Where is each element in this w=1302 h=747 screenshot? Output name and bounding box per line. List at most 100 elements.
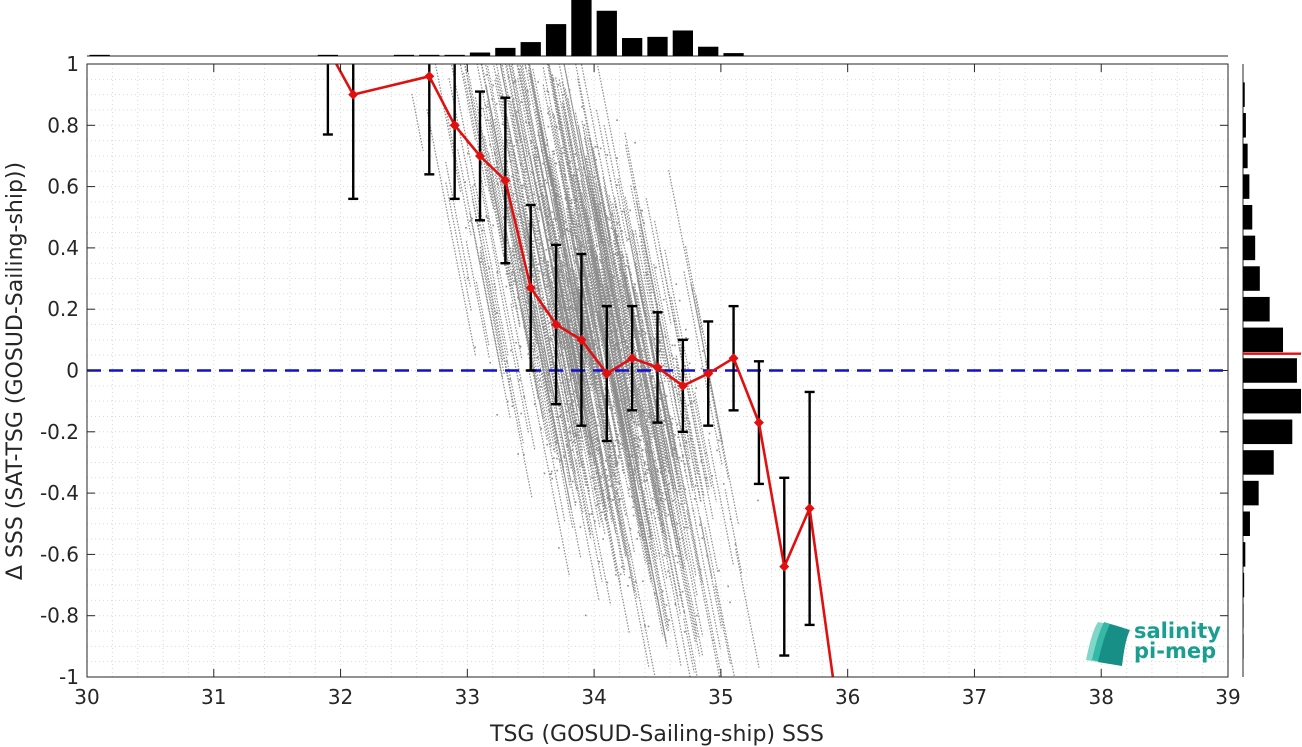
scatter-point	[698, 491, 700, 493]
scatter-point	[646, 273, 648, 275]
scatter-point	[574, 322, 576, 325]
scatter-point	[702, 350, 704, 352]
scatter-point	[559, 195, 562, 198]
scatter-point	[537, 263, 540, 265]
scatter-point	[685, 328, 687, 331]
scatter-point	[558, 227, 560, 230]
scatter-point	[549, 380, 552, 383]
scatter-point	[538, 230, 541, 232]
scatter-point	[598, 404, 600, 407]
scatter-point	[688, 422, 691, 424]
scatter-point	[655, 484, 657, 487]
scatter-point	[532, 172, 534, 174]
scatter-point	[511, 270, 514, 273]
scatter-point	[578, 384, 580, 386]
scatter-point	[583, 365, 585, 368]
scatter-point	[601, 325, 604, 327]
scatter-point	[632, 506, 634, 508]
scatter-point	[574, 420, 577, 423]
scatter-point	[505, 273, 508, 275]
scatter-point	[485, 215, 488, 218]
scatter-point	[587, 241, 589, 244]
scatter-point	[634, 380, 636, 382]
scatter-point	[609, 465, 611, 467]
scatter-point	[621, 254, 624, 257]
scatter-point	[540, 427, 542, 430]
scatter-point	[599, 202, 602, 204]
scatter-point	[628, 332, 631, 334]
scatter-point	[525, 66, 527, 69]
scatter-point	[577, 309, 579, 311]
scatter-point	[591, 342, 594, 345]
scatter-point	[649, 458, 652, 461]
scatter-point	[590, 346, 592, 349]
scatter-point	[583, 407, 585, 409]
scatter-point	[678, 456, 681, 459]
scatter-point	[564, 178, 567, 181]
scatter-point	[497, 167, 499, 169]
scatter-point	[651, 377, 653, 379]
scatter-point	[587, 369, 590, 372]
scatter-point	[616, 274, 619, 276]
scatter-point	[642, 219, 644, 222]
scatter-point	[559, 317, 561, 319]
scatter-point	[648, 446, 651, 449]
scatter-point	[617, 461, 619, 464]
right-histogram-bar	[1243, 266, 1260, 291]
scatter-point	[586, 299, 589, 301]
scatter-point	[667, 483, 669, 486]
scatter-point	[757, 499, 759, 502]
scatter-point	[586, 303, 588, 306]
scatter-point	[699, 524, 701, 526]
scatter-point	[602, 538, 604, 540]
scatter-point	[513, 153, 515, 155]
scatter-point	[564, 248, 566, 250]
top-histogram-bar	[571, 0, 592, 56]
right-histogram-bar	[1243, 634, 1244, 659]
scatter-point	[618, 457, 620, 459]
scatter-point	[516, 140, 518, 143]
scatter-point	[533, 343, 535, 345]
scatter-point	[536, 307, 538, 310]
scatter-point	[659, 517, 661, 520]
top-histogram-bar	[622, 38, 643, 56]
scatter-point	[580, 248, 583, 250]
scatter-point	[591, 255, 593, 257]
scatter-point	[538, 270, 541, 273]
top-histogram	[87, 0, 1228, 57]
scatter-point	[664, 336, 667, 338]
scatter-point	[651, 452, 654, 454]
scatter-point	[570, 314, 573, 317]
scatter-point	[672, 499, 674, 502]
scatter-point	[519, 269, 522, 271]
scatter-point	[598, 222, 601, 224]
scatter-point	[589, 421, 592, 424]
scatter-point	[683, 445, 686, 448]
top-histogram-bar	[89, 54, 110, 56]
scatter-point	[611, 335, 613, 337]
scatter-point	[590, 240, 593, 243]
scatter-point	[546, 195, 548, 198]
scatter-point	[630, 455, 633, 458]
scatter-point	[540, 150, 543, 152]
scatter-point	[680, 460, 683, 462]
scatter-point	[615, 335, 618, 337]
scatter-point	[605, 298, 608, 300]
scatter-point	[630, 273, 632, 276]
scatter-point	[628, 425, 631, 427]
scatter-point	[629, 528, 632, 530]
scatter-point	[599, 413, 602, 415]
scatter-point	[663, 554, 666, 557]
scatter-point	[635, 329, 638, 331]
scatter-point	[614, 389, 616, 392]
scatter-point	[684, 488, 686, 490]
scatter-point	[523, 184, 525, 187]
scatter-point	[555, 441, 557, 444]
axes	[86, 63, 1229, 678]
scatter-point	[526, 283, 528, 285]
scatter-point	[563, 264, 565, 267]
y-tick-label: 0	[66, 359, 79, 383]
scatter-point	[601, 473, 604, 476]
scatter-point	[496, 161, 498, 163]
scatter-point	[577, 377, 579, 379]
